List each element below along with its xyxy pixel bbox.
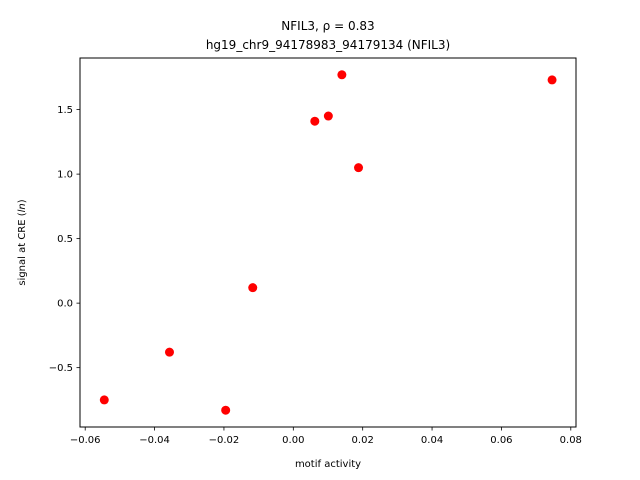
x-axis-label: motif activity xyxy=(295,459,361,470)
x-tick-label: 0.00 xyxy=(282,435,304,446)
y-tick-label: 1.0 xyxy=(57,170,73,181)
y-axis: −0.5 0.0 0.5 1.0 1.5 xyxy=(49,105,80,374)
data-point xyxy=(354,163,364,173)
data-point xyxy=(248,283,258,293)
data-point xyxy=(547,75,557,85)
y-tick-label: −0.5 xyxy=(49,363,73,374)
data-point xyxy=(221,405,231,415)
chart-title-line2: hg19_chr9_94178983_94179134 (NFIL3) xyxy=(206,38,450,52)
x-tick-label: −0.04 xyxy=(139,435,170,446)
data-point xyxy=(99,395,109,405)
y-tick-label: 0.0 xyxy=(57,299,73,310)
x-tick-label: −0.02 xyxy=(209,435,240,446)
y-tick-label: 0.5 xyxy=(57,234,73,245)
x-tick-label: −0.06 xyxy=(70,435,101,446)
chart-title-line1: NFIL3, ρ = 0.83 xyxy=(281,19,374,33)
axes-frame xyxy=(79,57,577,428)
plot-area xyxy=(99,70,557,415)
data-point xyxy=(164,347,174,357)
y-axis-label: signal at CRE (ln) xyxy=(17,199,28,285)
y-axis-label-ln: ln xyxy=(17,203,28,212)
x-axis: −0.06 −0.04 −0.02 0.00 0.02 0.04 0.06 0.08 xyxy=(70,427,582,446)
y-tick-label: 1.5 xyxy=(57,105,73,116)
data-point xyxy=(323,111,333,121)
x-tick-label: 0.02 xyxy=(352,435,374,446)
data-point xyxy=(310,116,320,126)
x-tick-label: 0.04 xyxy=(421,435,443,446)
data-point xyxy=(337,70,347,80)
x-tick-label: 0.08 xyxy=(560,435,582,446)
x-tick-label: 0.06 xyxy=(490,435,512,446)
